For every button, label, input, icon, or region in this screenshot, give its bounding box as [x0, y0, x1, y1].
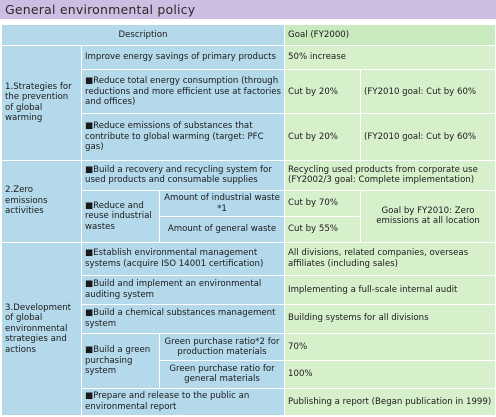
- category-zero-emissions: 2.Zero emissions activities: [1, 159, 82, 243]
- row-description: ■Build and implement an environmental au…: [80, 275, 286, 305]
- sub-description: Green purchase ratio for general materia…: [158, 360, 286, 389]
- sub-goal: Cut by 70%: [284, 190, 362, 218]
- row-description: ■Reduce total energy consumption (throug…: [80, 69, 286, 115]
- row-goal: Building systems for all divisions: [284, 303, 496, 334]
- row-description: Improve energy savings of primary produc…: [80, 45, 286, 71]
- table-row: ■Reduce and reuse industrial wastes Amou…: [2, 190, 496, 243]
- policy-table: Description Goal (FY2000) 1.Strategies f…: [0, 23, 496, 417]
- zero-emissions-2010-goal: Goal by FY2010: Zero emissions at all lo…: [360, 190, 496, 243]
- row-description: ■Prepare and release to the public an en…: [80, 387, 286, 417]
- row-description: ■Establish environmental management syst…: [80, 241, 286, 277]
- row-description: ■Build a recovery and recycling system f…: [80, 159, 286, 192]
- table-row: ■Build a chemical substances management …: [2, 303, 496, 334]
- row-description: ■Build a chemical substances management …: [80, 303, 286, 334]
- sub-goal: Cut by 55%: [284, 216, 362, 243]
- table-row: 3.Development of global environmental st…: [1, 241, 496, 417]
- header-description: Description: [0, 23, 286, 47]
- row-goal: Recycling used products from corporate u…: [284, 159, 496, 192]
- sub-description: Green purchase ratio*2 for production ma…: [158, 332, 286, 362]
- row-goal-2010: (FY2010 goal: Cut by 60%: [360, 69, 496, 115]
- table-row: ■Build a green purchasing system Green p…: [2, 332, 496, 389]
- category-global-warming: 1.Strategies for the prevention of globa…: [1, 45, 82, 161]
- sub-goal: 70%: [284, 332, 496, 362]
- table-row: 1.Strategies for the prevention of globa…: [1, 45, 496, 161]
- table-row: Green purchase ratio for general materia…: [2, 360, 496, 389]
- table-row: ■Prepare and release to the public an en…: [2, 387, 496, 417]
- sub-description: Amount of general waste: [158, 216, 286, 243]
- table-row: ■Reduce total energy consumption (throug…: [2, 69, 496, 115]
- table-row: ■Reduce emissions of substances that con…: [2, 113, 496, 161]
- sub-goal: 100%: [284, 360, 496, 389]
- reduce-reuse-label: ■Reduce and reuse industrial wastes: [81, 190, 160, 243]
- row-goal: Cut by 20%: [284, 69, 362, 115]
- table-row: 2.Zero emissions activities ■Build a rec…: [1, 159, 496, 243]
- header-goal: Goal (FY2000): [284, 23, 496, 47]
- header-row: Description Goal (FY2000): [0, 23, 496, 47]
- row-goal-2010: (FY2010 goal: Cut by 60%: [360, 113, 496, 161]
- table-row: Amount of general waste Cut by 55%: [2, 216, 496, 243]
- table-row: ■Build and implement an environmental au…: [2, 275, 496, 305]
- category-global-strategies: 3.Development of global environmental st…: [1, 241, 82, 417]
- row-goal: All divisions, related companies, overse…: [284, 241, 496, 277]
- row-goal: Cut by 20%: [284, 113, 362, 161]
- green-purchasing-label: ■Build a green purchasing system: [81, 332, 160, 389]
- row-goal: Publishing a report (Began publication i…: [284, 387, 496, 417]
- sub-description: Amount of industrial waste *1: [158, 190, 286, 218]
- row-description: ■Reduce emissions of substances that con…: [80, 113, 286, 161]
- row-goal: 50% increase: [284, 45, 496, 71]
- page-title: General environmental policy: [0, 0, 496, 19]
- row-goal: Implementing a full-scale internal audit: [284, 275, 496, 305]
